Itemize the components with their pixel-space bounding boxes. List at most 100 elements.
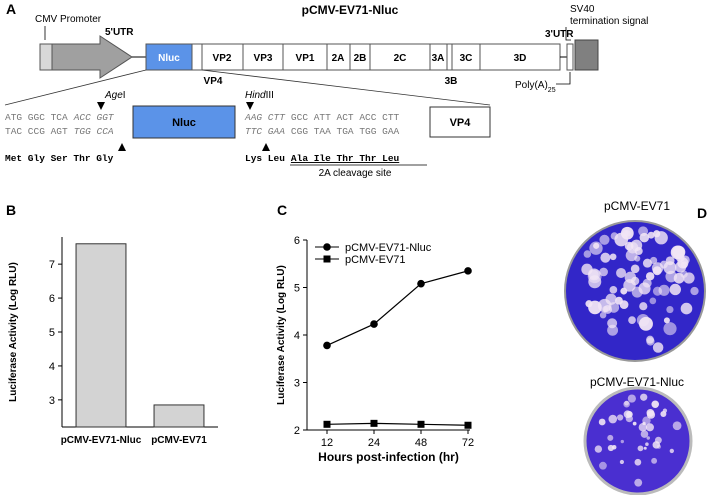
promoter-arrow [51,35,133,79]
series-line [326,270,469,346]
cut-arrow [97,102,105,110]
seq-italic: ACC GGT [73,112,115,123]
marker [323,341,331,350]
utr3-label: 3'UTR [545,29,574,40]
plaque-spot [630,264,640,274]
segment [201,43,244,71]
x-axis-label: Hours post-infection (hr) [318,450,459,464]
polya-subscript: 25 [548,87,556,94]
plaque-spot [599,234,610,245]
marker [370,320,378,328]
plaque-spot [609,253,617,261]
amino-acids: Lys Leu Ala Ile Thr Thr Leu [245,153,400,164]
sequence: TTC GAA CGG TAA TGA TGG GAA [245,126,400,137]
plaque-spot [620,439,624,444]
y-axis-label: Luciferase Activity (Log RLU) [8,262,19,402]
aa-plain: Lys Leu [245,153,285,164]
plaque-well [583,386,693,495]
plaque-spot [609,285,618,294]
y-tick-label: 3 [294,378,300,390]
plaque-spot [607,318,618,329]
plaque-spot [599,267,608,277]
seq-italic: TGG CCA [74,126,114,137]
y-tick-label: 4 [49,361,55,373]
plaque-spot [623,279,636,292]
segment [242,43,284,71]
plaque-spot [665,256,675,266]
plaque-spot [632,421,637,426]
pointer [556,72,571,85]
plaque-spot [589,241,603,255]
plaque-spot [583,250,592,258]
marker [323,243,331,251]
amino-acids: Met Gly Ser Thr Gly [5,153,114,164]
plaque-spot [639,302,648,311]
panel-label: A [6,1,16,17]
utr5-label: 5'UTR [105,27,134,38]
cut-arrow [118,143,126,151]
y-tick-label: 2 [294,425,300,437]
segment [191,43,203,71]
gene-label: VP2 [213,53,232,64]
y-tick-label: 7 [49,259,55,271]
plaque-spot [642,421,646,426]
aa-underlined: Ala Ile Thr Thr Leu [291,153,400,164]
plaque-spot [639,232,650,243]
sequence: ATG GGC TCA ACC GGT [5,112,115,123]
segment [479,43,561,71]
gene-label: 3C [460,53,473,64]
x-tick-label: pCMV-EV71 [151,435,207,446]
bar [153,404,205,428]
gene-label: 3D [514,53,527,64]
seq-italic: TTC GAA [245,126,285,137]
gene-label: 2B [354,53,367,64]
seq-plain: TAC CCG AGT [5,126,68,137]
plaque-spot [602,305,609,313]
polya-label: Poly(A)25 [515,80,556,94]
panel-label: D [697,205,707,221]
series-line [326,422,469,426]
plaque-spot [645,423,654,432]
enzyme-italic: Hind [245,90,266,101]
segment [451,43,481,71]
plaque-spot [607,444,615,452]
plaque-spot [619,300,629,309]
vp4-box [429,106,491,138]
marker [323,420,331,428]
y-tick-label: 4 [294,330,300,342]
sv40-label: termination signal [570,16,648,27]
plaque-spot [610,232,619,240]
plaque-spot [663,317,670,324]
plaque-spot [627,394,636,403]
plaque-spot [625,414,633,423]
plaque-spot [608,414,618,424]
y-tick-label: 6 [294,235,300,247]
gene-label: VP1 [296,53,315,64]
gene-label: 3B [445,76,458,87]
plaque-spot [599,461,607,470]
plaque-spot [673,272,685,284]
y-tick-label: 5 [49,327,55,339]
y-tick-label: 6 [49,293,55,305]
plaque-spot [625,249,638,262]
plaque-spot [652,286,663,296]
plaque-spot [651,457,658,464]
zoom-line [201,69,491,106]
sv40-label: SV40 [570,4,595,15]
y-tick-label: 5 [294,283,300,295]
seq-italic: AAG CTT [244,112,286,123]
x-tick-label: 24 [368,437,380,449]
pointer [565,27,571,41]
plaque-spot [600,252,611,263]
plaque-title: pCMV-EV71 [604,199,670,213]
plaque-spot [619,459,625,465]
plaque-spot [637,445,644,452]
legend-label: pCMV-EV71-Nluc [345,242,432,254]
plaque-spot [598,418,606,426]
plaque-spot [651,400,660,409]
gene-label: 3A [432,53,445,64]
plaque-spot [669,448,674,454]
plaque-spot [616,267,627,278]
plaque-spot [599,311,607,319]
